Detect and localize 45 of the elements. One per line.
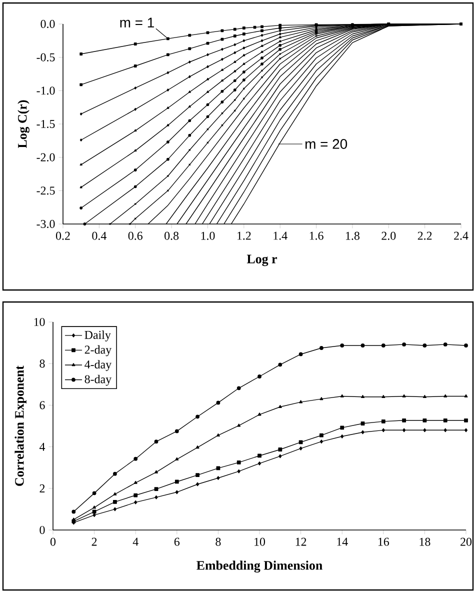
x-tick-label: 1.6 xyxy=(310,232,324,240)
x-axis-title: Embedding Dimension xyxy=(196,560,322,573)
y-axis-title: Correlation Exponent xyxy=(14,366,26,486)
x-tick-label: 1.4 xyxy=(274,232,288,240)
y-tick-label: 0 xyxy=(40,526,45,534)
legend-label: Daily xyxy=(84,330,111,342)
y-tick-label: -2.5 xyxy=(36,186,55,195)
y-axis-title: Log C(r) xyxy=(18,100,30,148)
x-axis-title: Log r xyxy=(246,254,278,266)
legend-label: 2-day xyxy=(84,345,112,356)
x-tick-label: 1.2 xyxy=(237,232,251,240)
legend-label: 8-day xyxy=(84,374,112,386)
x-tick-label: 14 xyxy=(337,538,348,546)
x-tick-label: 10 xyxy=(254,538,266,546)
y-tick-label: 6 xyxy=(40,401,45,410)
y-tick-label: 10 xyxy=(34,318,45,326)
x-tick-label: 12 xyxy=(296,538,306,546)
x-tick-label: 0.2 xyxy=(56,232,70,240)
x-tick-label: 0.4 xyxy=(92,232,106,240)
x-tick-label: 8 xyxy=(216,538,221,546)
x-tick-label: 1.0 xyxy=(201,232,215,240)
y-tick-label: -2.0 xyxy=(36,153,55,162)
y-tick-label: 0.0 xyxy=(40,20,55,28)
x-tick-label: 16 xyxy=(378,538,390,546)
y-tick-label: 4 xyxy=(39,442,46,451)
legend-label: 4-day xyxy=(84,360,112,371)
y-tick-label: -1.0 xyxy=(36,86,55,95)
x-tick-label: 2.2 xyxy=(418,232,432,240)
y-tick-label: -1.5 xyxy=(36,120,55,128)
annotation: m = 1 xyxy=(120,18,154,28)
x-tick-label: 2 xyxy=(92,538,97,546)
x-tick-label: 0.6 xyxy=(128,232,142,240)
annotation: m = 20 xyxy=(306,139,348,149)
x-tick-label: 6 xyxy=(174,538,180,546)
x-tick-label: 2.4 xyxy=(454,232,468,240)
x-tick-label: 0.8 xyxy=(164,232,179,240)
y-tick-label: 8 xyxy=(40,360,45,368)
x-tick-label: 2.0 xyxy=(382,232,396,240)
x-tick-label: 4 xyxy=(132,538,138,546)
x-tick-label: 1.8 xyxy=(346,232,360,240)
x-tick-label: 20 xyxy=(460,538,472,546)
y-tick-label: 2 xyxy=(40,484,45,492)
y-tick-label: -0.5 xyxy=(36,53,55,62)
y-tick-label: -3.0 xyxy=(36,220,55,228)
x-tick-label: 18 xyxy=(420,538,430,546)
